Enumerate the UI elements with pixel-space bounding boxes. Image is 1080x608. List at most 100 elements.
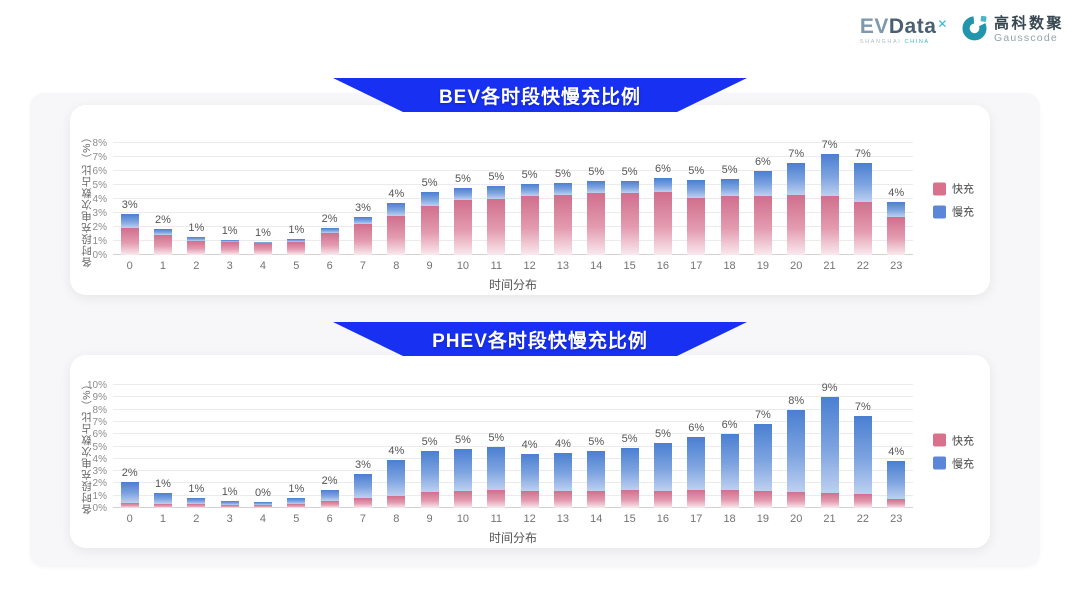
slow-charge-segment	[653, 178, 672, 192]
x-tick-label: 7	[359, 513, 367, 525]
bar-total-label: 2%	[121, 467, 138, 480]
bar-total-label: 7%	[754, 409, 771, 422]
stacked-bar	[453, 448, 472, 508]
fast-charge-segment	[120, 228, 139, 255]
fast-charge-segment	[653, 490, 672, 508]
fast-charge-segment	[320, 501, 339, 508]
slow-charge-segment	[120, 214, 139, 229]
legend-label: 快充	[952, 183, 974, 196]
gausscode-cn-name: 高科数聚	[993, 15, 1064, 32]
gausscode-g-icon	[961, 14, 988, 46]
fast-charge-segment	[487, 489, 506, 508]
bar-total-label: 5%	[621, 165, 638, 178]
bar-column: 1%	[213, 143, 246, 255]
y-tick-label: 9%	[92, 392, 107, 404]
stacked-bar	[420, 451, 439, 508]
stacked-bar	[887, 461, 906, 508]
bar-column: 4%	[513, 385, 546, 508]
phev-y-axis-label: 各时段充电次数占比（%）	[80, 378, 93, 515]
fast-charge-segment	[820, 196, 839, 255]
bar-column: 3%	[113, 143, 146, 255]
slow-charge-segment	[620, 180, 639, 194]
bar-total-label: 1%	[288, 482, 305, 495]
bar-column: 5%	[713, 143, 746, 255]
bar-column: 8%	[780, 385, 813, 508]
stacked-bar	[153, 229, 172, 255]
slow-charge-segment	[587, 451, 606, 491]
bar-column: 3%	[346, 385, 379, 508]
evdata-data-text: Data	[888, 14, 937, 38]
bar-column: 7%	[846, 385, 879, 508]
bar-column: 5%	[646, 385, 679, 508]
bar-total-label: 1%	[155, 478, 171, 491]
stacked-bar	[187, 236, 206, 255]
bar-column: 4%	[880, 385, 913, 508]
slow-charge-segment	[253, 241, 272, 244]
y-tick-label: 4%	[92, 453, 107, 465]
bar-column: 7%	[780, 143, 813, 255]
stacked-bar	[120, 482, 139, 508]
bar-total-label: 2%	[321, 213, 338, 226]
x-axis-ticks: 0 1 2 3 4 5 6 7 8 9 10 11 12 13 14 15 16 17 18 19 20 21 22 23	[113, 513, 913, 525]
slow-charge-segment	[687, 436, 706, 490]
bar-total-label: 2%	[321, 474, 338, 487]
plot-area: 0% 1% 2% 3% 4% 5% 6% 7% 8% 3% 2% 1% 1% 1% 1% 2% 3% 4% 5% 5%…	[93, 138, 913, 261]
gridline	[113, 408, 913, 410]
bar-total-label: 4%	[888, 186, 905, 199]
legend-label: 慢充	[952, 458, 974, 470]
slow-charge-segment	[453, 187, 472, 201]
fast-charge-segment	[253, 504, 272, 508]
bar-total-label: 3%	[355, 202, 371, 215]
bar-column: 5%	[413, 143, 446, 255]
stacked-bar	[553, 182, 572, 255]
bar-column: 9%	[813, 382, 846, 508]
fast-charge-segment	[253, 243, 272, 255]
bar-total-label: 6%	[654, 163, 671, 175]
gridline	[113, 212, 913, 213]
fast-charge-segment	[720, 196, 739, 255]
slow-charge-segment	[787, 409, 806, 493]
fast-charge-segment	[220, 504, 239, 508]
fast-charge-segment	[287, 241, 306, 255]
gridline	[113, 445, 913, 447]
bev-x-axis-label: 时间分布	[488, 278, 537, 292]
slow-charge-segment	[187, 236, 206, 241]
slow-charge-segment	[787, 162, 806, 195]
x-tick-label: 23	[890, 513, 903, 525]
bar-column: 1%	[246, 143, 279, 255]
bar-column: 1%	[180, 385, 213, 508]
bev-chart-title-banner: BEV各时段快慢充比例	[333, 78, 747, 112]
fast-charge-segment	[620, 489, 639, 508]
x-tick-label: 11	[490, 260, 502, 272]
bar-total-label: 5%	[454, 172, 471, 185]
bar-total-label: 1%	[188, 221, 205, 234]
stacked-bar	[520, 453, 539, 508]
bar-column: 5%	[580, 385, 613, 508]
fast-charge-segment	[720, 489, 739, 508]
bar-column: 4%	[380, 143, 413, 255]
fast-charge-segment	[853, 494, 872, 508]
phev-chart-card: 各时段充电次数占比（%） 0% 1% 2% 3% 4% 5% 6% 7% 8% 9% 10% 2% 1%…	[70, 355, 990, 548]
legend: 快充 慢充	[933, 181, 974, 220]
slow-charge-segment	[220, 500, 239, 505]
x-tick-label: 17	[690, 260, 703, 272]
x-tick-label: 20	[790, 513, 803, 525]
slow-charge-segment	[753, 424, 772, 491]
x-tick-label: 15	[623, 260, 636, 272]
legend: 快充慢充	[933, 432, 974, 471]
gridline	[113, 457, 913, 459]
stacked-bar	[520, 184, 539, 255]
slow-charge-segment	[853, 162, 872, 202]
bar-total-label: 6%	[754, 156, 771, 168]
evdata-logo: EVData✕ SHANGHAI CHINA	[859, 14, 948, 45]
bar-column: 5%	[580, 143, 613, 255]
stacked-bar	[687, 436, 706, 508]
slow-charge-segment	[753, 171, 772, 197]
fast-charge-segment	[287, 504, 306, 508]
fast-charge-segment	[353, 224, 372, 255]
x-tick-label: 4	[259, 260, 267, 272]
legend-swatch	[933, 182, 946, 195]
evdata-ev-text: EV	[859, 14, 889, 38]
bar-total-label: 2%	[155, 214, 171, 227]
legend-item: 快充	[933, 432, 974, 448]
